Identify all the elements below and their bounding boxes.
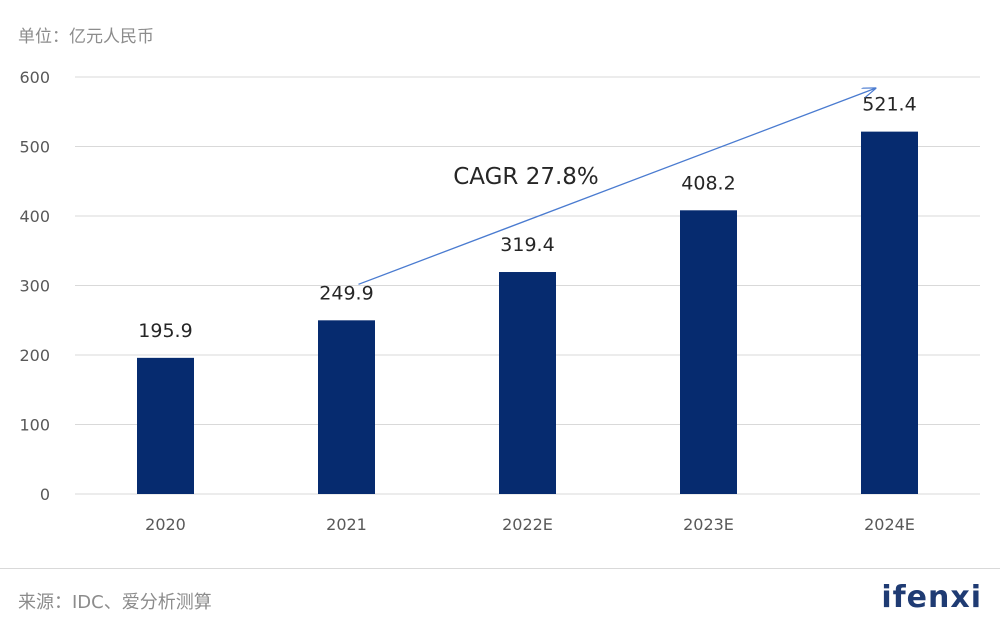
source-label: 来源：IDC、爱分析测算: [18, 592, 212, 613]
y-tick-label: 600: [19, 68, 50, 87]
x-axis-ticks: 2020 2021 2022E 2023E 2024E: [145, 515, 915, 534]
y-axis-ticks: 0 100 200 300 400 500 600: [19, 68, 50, 504]
cagr-arrow: [358, 89, 875, 285]
data-label: 195.9: [138, 320, 192, 342]
y-tick-label: 300: [19, 277, 50, 296]
bar: [137, 357, 194, 494]
data-labels: 195.9 249.9 319.4 408.2 521.4: [138, 94, 916, 342]
data-label: 521.4: [862, 94, 916, 116]
x-tick-label: 2020: [145, 515, 186, 534]
unit-label: 单位：亿元人民币: [18, 27, 154, 47]
y-tick-label: 0: [40, 485, 50, 504]
bar: [861, 131, 918, 494]
brand-logo: ifenxi: [881, 580, 982, 615]
cagr-label: CAGR 27.8%: [453, 164, 599, 190]
x-tick-label: 2024E: [864, 515, 915, 534]
x-tick-label: 2022E: [502, 515, 553, 534]
y-tick-label: 500: [19, 138, 50, 157]
bar: [499, 272, 556, 494]
y-tick-label: 200: [19, 346, 50, 365]
footer-divider: [0, 568, 1000, 569]
bar: [680, 210, 737, 494]
data-label: 408.2: [681, 172, 735, 194]
cagr-annotation: CAGR 27.8%: [358, 89, 875, 285]
x-tick-label: 2023E: [683, 515, 734, 534]
data-label: 319.4: [500, 234, 554, 256]
data-label: 249.9: [319, 282, 373, 304]
x-tick-label: 2021: [326, 515, 367, 534]
y-tick-label: 400: [19, 207, 50, 226]
y-tick-label: 100: [19, 416, 50, 435]
bar-chart: 0 100 200 300 400 500 600 195.9 249.9 319.4 408.2…: [19, 68, 980, 534]
bars: [137, 131, 918, 494]
bar: [318, 320, 375, 494]
